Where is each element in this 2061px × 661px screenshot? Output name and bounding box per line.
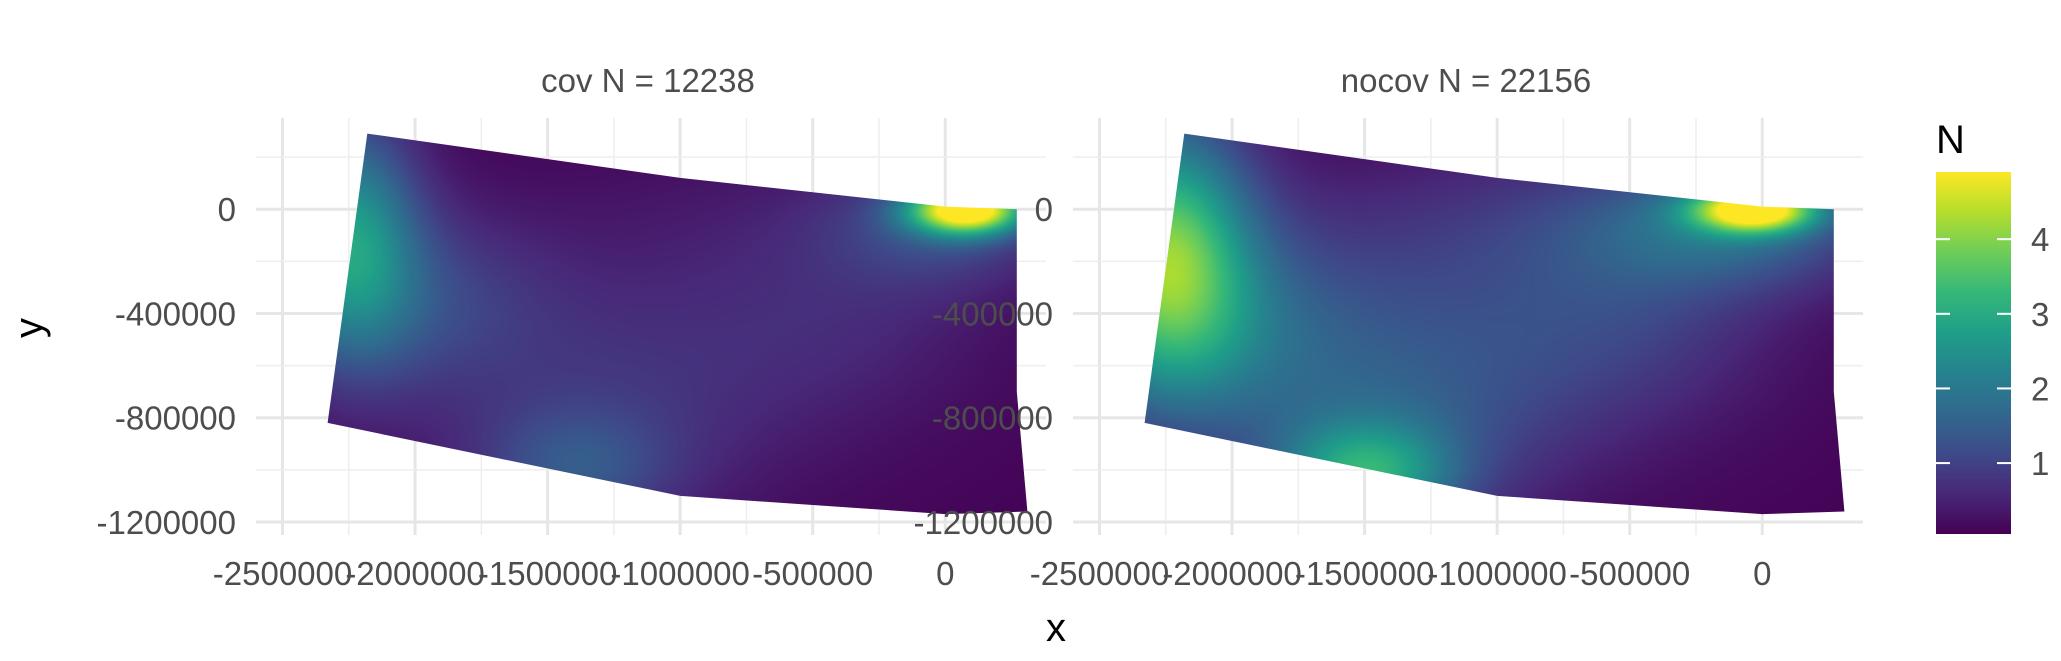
panel-title-nocov: nocov N = 22156 (1341, 62, 1591, 99)
y-tick-label: -800000 (115, 400, 236, 437)
legend-tick-label: 1 (2031, 445, 2049, 482)
x-tick-label: 0 (1753, 555, 1771, 592)
x-tick-label: -500000 (1569, 555, 1690, 592)
y-tick-label: -1200000 (914, 504, 1053, 541)
y-axis-label: y (7, 318, 51, 338)
legend-tick-label: 3 (2031, 296, 2049, 333)
x-tick-label: -1000000 (610, 555, 749, 592)
y-tick-label: -400000 (932, 295, 1053, 332)
x-tick-label: -1000000 (1427, 555, 1566, 592)
density-surface (327, 133, 1028, 515)
x-tick-label: -2500000 (213, 555, 352, 592)
x-tick-label: 0 (936, 555, 954, 592)
y-tick-label: 0 (218, 191, 236, 228)
x-tick-label: -2000000 (1162, 555, 1301, 592)
facet-panel-nocov: nocov N = 22156 0-400000-800000-1200000 … (914, 62, 1863, 592)
legend-colorbar (1936, 172, 2011, 534)
density-surface (1144, 133, 1845, 515)
legend-title: N (1936, 118, 1965, 162)
x-tick-label: -1500000 (478, 555, 617, 592)
facet-panel-cov: cov N = 12238 0 -400000 -800000 -1200000 -2… (97, 62, 1046, 592)
y-tick-label: 0 (1035, 191, 1053, 228)
legend-tick-label: 2 (2031, 370, 2049, 407)
y-tick-label: -800000 (932, 400, 1053, 437)
y-tick-label: -400000 (115, 295, 236, 332)
color-legend: N 1 2 3 4 (1936, 118, 2049, 534)
x-tick-label: -2500000 (1030, 555, 1169, 592)
x-tick-label: -2000000 (345, 555, 484, 592)
x-tick-label: -1500000 (1295, 555, 1434, 592)
x-axis-label: x (1046, 606, 1066, 650)
panel-title-cov: cov N = 12238 (541, 62, 755, 99)
y-tick-label: -1200000 (97, 504, 236, 541)
x-tick-label: -500000 (752, 555, 873, 592)
legend-tick-label: 4 (2031, 221, 2049, 258)
